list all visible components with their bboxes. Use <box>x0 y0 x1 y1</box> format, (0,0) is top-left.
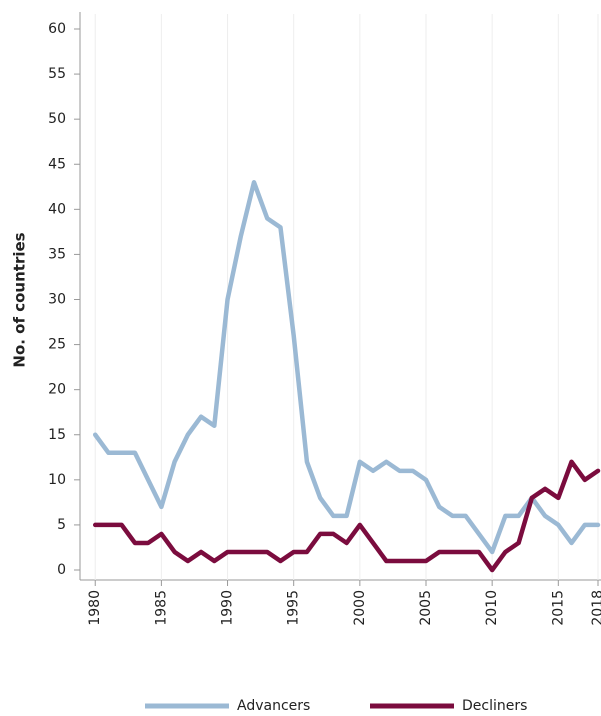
y-tick-label: 40 <box>48 201 66 217</box>
y-tick-label: 25 <box>48 337 66 353</box>
x-tick-label: 1990 <box>220 590 236 626</box>
y-tick-label: 10 <box>48 472 66 488</box>
series-line <box>92 459 601 573</box>
x-tick-label: 1985 <box>153 590 169 626</box>
x-tick-label: 1995 <box>286 590 302 626</box>
y-tick-label: 45 <box>48 156 66 172</box>
x-tick-label: 1980 <box>87 590 103 626</box>
y-tick-label: 5 <box>57 517 66 533</box>
x-tick-label: 2018 <box>590 590 601 626</box>
x-tick-label: 2010 <box>484 590 500 626</box>
y-tick-label: 35 <box>48 246 66 262</box>
x-tick-label: 2015 <box>550 590 566 626</box>
series-line <box>92 180 601 555</box>
y-tick-label: 60 <box>48 21 66 37</box>
y-tick-label: 55 <box>48 66 66 82</box>
y-tick-label: 30 <box>48 292 66 308</box>
legend-label: Decliners <box>462 698 527 714</box>
y-axis-label: No. of countries <box>11 232 29 367</box>
x-tick-label: 2005 <box>418 590 434 626</box>
y-tick-label: 20 <box>48 382 66 398</box>
x-tick-label: 2000 <box>352 590 368 626</box>
y-tick-label: 15 <box>48 427 66 443</box>
y-tick-label: 50 <box>48 111 66 127</box>
legend-label: Advancers <box>237 698 310 714</box>
y-tick-label: 0 <box>57 562 66 578</box>
